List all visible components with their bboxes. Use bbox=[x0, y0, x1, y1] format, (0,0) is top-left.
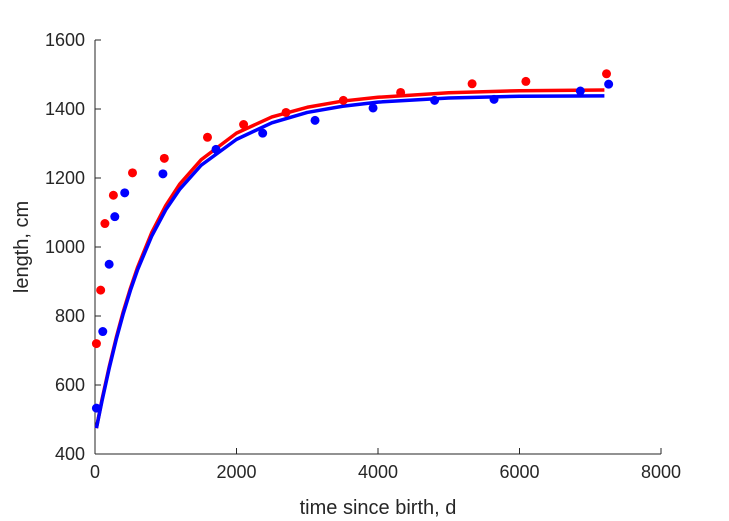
data-point bbox=[159, 153, 169, 163]
data-point bbox=[110, 212, 120, 222]
y-tick-label: 1200 bbox=[45, 168, 85, 188]
data-point bbox=[158, 169, 168, 179]
y-tick-label: 1600 bbox=[45, 30, 85, 50]
data-point bbox=[100, 219, 110, 229]
x-axis-label: time since birth, d bbox=[300, 497, 457, 519]
x-tick-label: 4000 bbox=[358, 462, 398, 482]
tick-labels: 0 2000 4000 6000 8000 400 600 800 1000 1200 1400 16… bbox=[45, 30, 681, 482]
x-tick-label: 0 bbox=[90, 462, 100, 482]
data-point bbox=[430, 95, 440, 105]
data-point bbox=[128, 168, 137, 178]
data-point bbox=[108, 190, 118, 200]
data-point bbox=[489, 94, 499, 104]
data-point bbox=[338, 95, 348, 105]
y-tick-label: 1400 bbox=[45, 99, 85, 119]
x-tick-label: 6000 bbox=[499, 462, 539, 482]
data-point bbox=[368, 103, 378, 113]
data-point bbox=[575, 86, 585, 96]
data-point bbox=[91, 339, 101, 349]
data-point bbox=[120, 188, 130, 198]
data-point bbox=[202, 132, 212, 142]
fit-curve bbox=[94, 94, 605, 429]
y-tick-label: 400 bbox=[55, 444, 85, 464]
y-tick-label: 1000 bbox=[45, 237, 85, 257]
data-point bbox=[604, 79, 614, 89]
data-point bbox=[98, 327, 108, 337]
data-point bbox=[91, 403, 101, 413]
data-point bbox=[258, 128, 268, 138]
data-point bbox=[211, 144, 221, 154]
x-tick-label: 2000 bbox=[216, 462, 256, 482]
ticks bbox=[94, 39, 662, 455]
data-point bbox=[396, 87, 406, 97]
data-point bbox=[521, 76, 531, 86]
data-point bbox=[310, 115, 320, 125]
data-point bbox=[281, 107, 291, 117]
data-point bbox=[239, 120, 249, 130]
x-tick-label: 8000 bbox=[641, 462, 681, 482]
y-tick-label: 800 bbox=[55, 306, 85, 326]
series-layer bbox=[91, 69, 614, 429]
y-axis-label: length, cm bbox=[11, 201, 33, 293]
data-point bbox=[467, 79, 477, 89]
data-point bbox=[602, 69, 612, 79]
data-point bbox=[104, 259, 114, 269]
fit-curve bbox=[94, 88, 605, 429]
y-tick-label: 600 bbox=[55, 375, 85, 395]
data-point bbox=[96, 285, 106, 295]
